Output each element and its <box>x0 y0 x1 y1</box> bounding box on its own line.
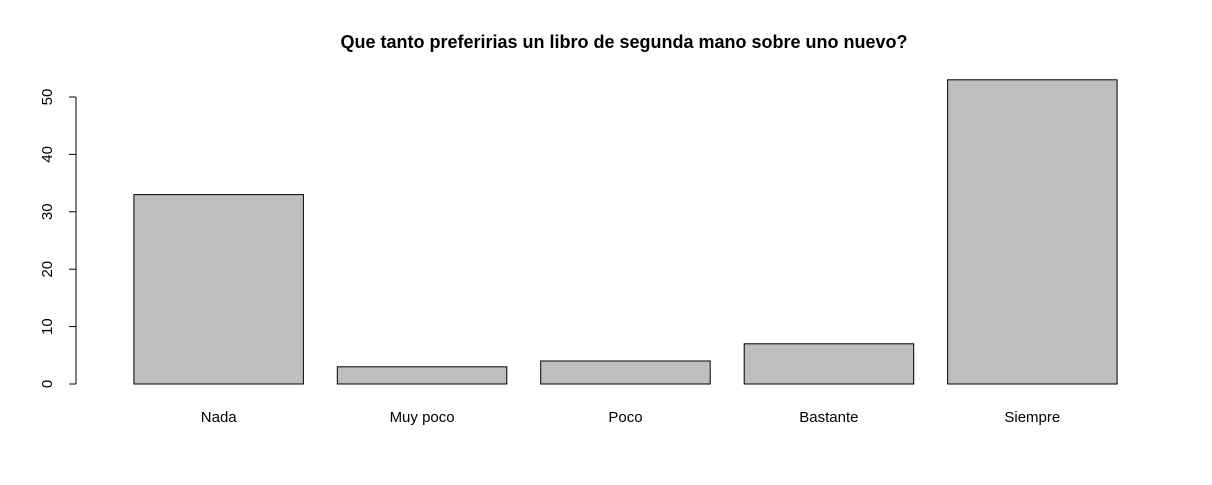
x-category-label: Siempre <box>1004 409 1060 426</box>
bar-nada <box>133 194 304 385</box>
y-axis: 0 10 20 30 40 50 <box>39 89 77 388</box>
x-axis-labels: Nada Muy poco Poco Bastante Siempre <box>201 409 1060 426</box>
bar-poco <box>540 360 711 385</box>
bar-siempre <box>947 79 1118 385</box>
x-category-label: Nada <box>201 409 238 426</box>
y-tick-label: 10 <box>39 318 56 335</box>
y-tick-label: 0 <box>39 380 56 388</box>
chart-title: Que tanto preferirias un libro de segund… <box>340 32 907 52</box>
x-category-label: Bastante <box>799 409 858 426</box>
y-tick-label: 50 <box>39 89 56 106</box>
bars <box>133 79 1118 385</box>
y-tick-label: 20 <box>39 261 56 278</box>
x-category-label: Muy poco <box>390 409 455 426</box>
bar-muy-poco <box>336 366 508 385</box>
y-tick-label: 30 <box>39 203 56 220</box>
x-category-label: Poco <box>608 409 642 426</box>
bar-bastante <box>743 343 915 385</box>
y-tick-label: 40 <box>39 146 56 163</box>
